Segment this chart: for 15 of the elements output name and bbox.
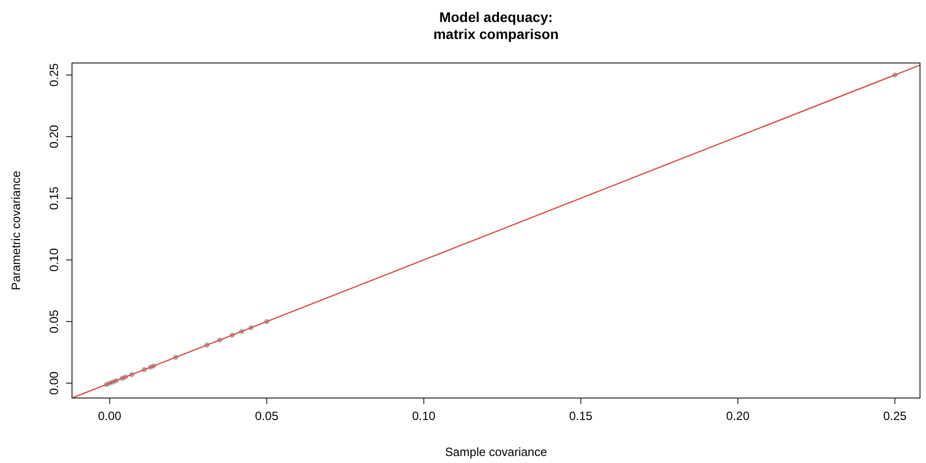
y-axis-title: Parametric covariance [9, 170, 23, 290]
y-tick-label: 0.15 [47, 186, 61, 210]
x-tick-label: 0.10 [412, 409, 436, 423]
y-tick-label: 0.05 [47, 310, 61, 334]
x-tick-label: 0.25 [883, 409, 907, 423]
y-tick-label: 0.00 [47, 371, 61, 395]
x-tick-label: 0.00 [98, 409, 122, 423]
y-tick-label: 0.10 [47, 248, 61, 272]
x-tick-label: 0.05 [255, 409, 279, 423]
x-tick-label: 0.20 [726, 409, 750, 423]
chart-title: Model adequacy: matrix comparison [433, 9, 559, 42]
y-tick-label: 0.20 [47, 124, 61, 148]
y-tick-label: 0.25 [47, 62, 61, 87]
x-tick-label: 0.15 [569, 409, 593, 423]
x-axis-title: Sample covariance [444, 445, 548, 459]
